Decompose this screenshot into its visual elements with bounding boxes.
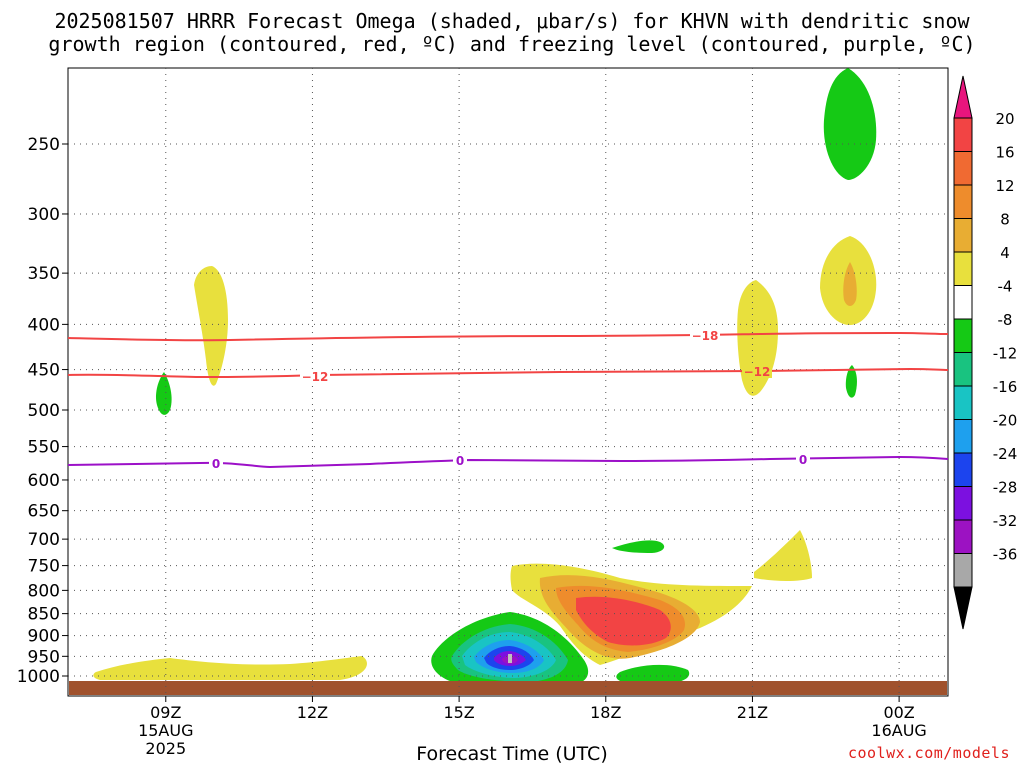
colorbar-label-13: -36 (993, 546, 1018, 564)
ytick-label-650: 650 (28, 502, 60, 522)
colorbar-swatch-12 (953, 519, 973, 554)
ytick-label-350: 350 (28, 264, 60, 284)
contour-minus18 (67, 331, 949, 342)
colorbar-swatch-2 (953, 184, 973, 219)
colorbar-label-10: -24 (993, 445, 1018, 463)
colorbar-swatch-7 (953, 352, 973, 387)
shade-green-upper (823, 68, 877, 180)
colorbar-swatch-8 (953, 385, 973, 420)
colorbar-label-8: -16 (993, 378, 1018, 396)
xtick-label-00Z-1: 16AUG (871, 721, 926, 740)
x-axis-title: Forecast Time (UTC) (416, 743, 608, 765)
colorbar-swatch-1 (953, 151, 973, 186)
colorbar-label-0: 20 (995, 110, 1014, 128)
colorbar-swatch-4 (953, 251, 973, 286)
chart-title-line1: 2025081507 HRRR Forecast Omega (shaded, … (54, 9, 970, 33)
ytick-label-400: 400 (28, 315, 60, 335)
contour-minus12 (67, 367, 949, 379)
colorbar-swatch-13 (953, 553, 973, 588)
ytick-label-850: 850 (28, 605, 60, 625)
xtick-label-21Z-0: 21Z (737, 703, 768, 722)
ytick-label-750: 750 (28, 557, 60, 577)
contour-label-zero-c: 0 (799, 453, 807, 467)
ytick-label-600: 600 (28, 471, 60, 491)
colorbar: 20 16 12 8 4 -4 -8 -12 -16 -20 -24 -28 -32 -36 (953, 75, 1018, 630)
temperature-contours: −18 −12 −12 0 0 0 (67, 328, 949, 471)
colorbar-swatch-6 (953, 318, 973, 353)
contour-label-bg-minus12a (300, 369, 330, 383)
ytick-label-300: 300 (28, 205, 60, 225)
colorbar-swatch-11 (953, 486, 973, 521)
plot-frame (67, 67, 949, 697)
xtick-label-09Z-2: 2025 (145, 739, 186, 758)
ytick-label-700: 700 (28, 530, 60, 550)
ground-surface (69, 681, 947, 695)
shade-green-09z (155, 372, 172, 415)
ytick-label-950: 950 (28, 647, 60, 667)
contour-label-zero-a: 0 (212, 457, 220, 471)
colorbar-label-5: -4 (998, 278, 1013, 296)
shade-yellow-10z (194, 266, 228, 386)
shade-green-470 (845, 365, 857, 398)
xtick-label-18Z-0: 18Z (590, 703, 621, 722)
contour-label-bg-minus12b (742, 364, 772, 378)
colorbar-swatch-9 (953, 419, 973, 454)
ytick-label-1000: 1000 (17, 667, 60, 687)
ytick-label-550: 550 (28, 438, 60, 458)
contour-label-minus18: −18 (692, 329, 719, 343)
contour-label-minus12a: −12 (302, 370, 329, 384)
colorbar-swatch-10 (953, 452, 973, 487)
ytick-label-800: 800 (28, 581, 60, 601)
contour-label-bg-zero-a (209, 457, 223, 471)
xtick-label-12Z-0: 12Z (297, 703, 328, 722)
colorbar-label-3: 8 (1000, 211, 1010, 229)
xtick-label-00Z-0: 00Z (883, 703, 914, 722)
colorbar-label-2: 12 (995, 177, 1014, 195)
xtick-label-15Z-0: 15Z (443, 703, 474, 722)
contour-label-minus12b: −12 (744, 365, 771, 379)
colorbar-label-4: 4 (1000, 244, 1010, 262)
contour-label-zero-b: 0 (456, 454, 464, 468)
colorbar-swatch-5 (953, 285, 973, 320)
colorbar-label-12: -32 (993, 512, 1018, 530)
shade-green-720 (612, 540, 665, 553)
contour-label-bg-zero-b (453, 454, 467, 468)
colorbar-label-7: -12 (993, 345, 1018, 363)
shade-red-lower (576, 596, 671, 646)
colorbar-top-triangle (953, 75, 973, 119)
colorbar-label-6: -8 (998, 311, 1013, 329)
shade-orange-350 (843, 262, 857, 306)
shade-yellow-22z (754, 530, 812, 581)
colorbar-swatch-0 (953, 117, 973, 152)
xtick-label-09Z-0: 09Z (150, 703, 181, 722)
colorbar-swatch-3 (953, 218, 973, 253)
contour-label-bg-minus18 (690, 328, 720, 342)
chart-title-line2: growth region (contoured, red, ºC) and f… (48, 32, 976, 56)
ytick-label-250: 250 (28, 135, 60, 155)
xtick-label-09Z-1: 15AUG (138, 721, 193, 740)
colorbar-label-11: -28 (993, 479, 1018, 497)
ytick-label-450: 450 (28, 361, 60, 381)
contour-label-bg-zero-c (796, 453, 810, 467)
shade-gray-core (508, 654, 512, 663)
shade-yellow-surface (93, 656, 367, 680)
colorbar-label-9: -20 (993, 412, 1018, 430)
shade-green-surface (616, 664, 690, 683)
ytick-label-500: 500 (28, 401, 60, 421)
colorbar-label-1: 16 (995, 144, 1014, 162)
colorbar-bottom-triangle (953, 586, 973, 630)
ytick-label-900: 900 (28, 627, 60, 647)
credit-text: coolwx.com/models (847, 744, 1010, 762)
y-axis: 2503003504004505005506006507007508008509… (17, 135, 68, 687)
